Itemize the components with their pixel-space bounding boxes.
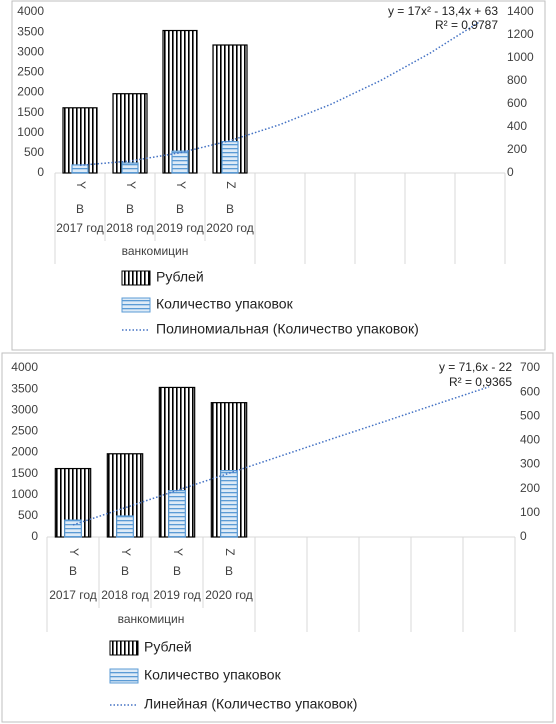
subcategory-label: B [173,564,181,578]
y2-tick-label: 200 [507,142,527,156]
y-tick-label: 3000 [17,44,44,58]
subcategory-label: B [121,564,129,578]
y-tick-label: 4000 [17,4,44,18]
y-tick-label: 3500 [11,381,38,395]
bar [116,515,134,538]
y2-tick-label: 100 [520,505,540,519]
y-tick-label: 0 [31,529,38,543]
x-tick-label: 2018 год [101,588,149,602]
y-tick-label: 1000 [17,125,44,139]
y-tick-label: 2000 [17,85,44,99]
y2-tick-label: 500 [520,408,540,422]
inner-category-label: Y [74,181,88,189]
legend-label: Линейная (Количество упаковок) [144,696,357,712]
legend-label: Рублей [144,639,192,655]
y2-tick-label: 0 [520,529,527,543]
inner-category-label: Y [174,181,188,189]
subcategory-label: B [69,564,77,578]
y-tick-label: 500 [24,145,44,159]
x-tick-label: 2019 год [153,588,201,602]
group-label: ванкомицин [118,612,185,626]
subcategory-label: B [176,202,184,216]
subcategory-label: B [226,202,234,216]
y-tick-label: 1000 [11,487,38,501]
subcategory-label: B [225,564,233,578]
x-tick-label: 2018 год [106,221,154,235]
trendline-equation: R² = 0,9365 [449,375,512,389]
y2-tick-label: 700 [520,360,540,374]
y2-tick-label: 1200 [507,27,534,41]
x-tick-label: 2017 год [56,221,104,235]
inner-category-label: Y [119,548,133,556]
trendline-equation: y = 17x² - 13,4x + 63 [388,4,498,18]
y2-tick-label: 1000 [507,50,534,64]
trendline-equation: R² = 0,9787 [435,18,498,32]
bar [62,107,98,174]
legend-swatch [121,297,151,313]
legend-label: Рублей [156,269,204,285]
y2-tick-label: 600 [507,96,527,110]
bar [220,470,238,538]
y2-tick-label: 800 [507,73,527,87]
x-tick-label: 2019 год [156,221,204,235]
y-tick-label: 2500 [17,65,44,79]
chart-frame [11,0,546,351]
y-tick-label: 1500 [17,105,44,119]
x-tick-label: 2020 год [205,588,253,602]
legend-swatch [109,640,139,656]
bar [64,519,82,538]
legend-swatch [109,668,139,684]
subcategory-label: B [76,202,84,216]
subcategory-label: B [126,202,134,216]
legend-swatch [121,270,151,286]
y2-tick-label: 1400 [507,4,534,18]
y-tick-label: 0 [37,165,44,179]
bar [112,93,148,174]
y2-tick-label: 0 [507,165,514,179]
y2-tick-label: 200 [520,481,540,495]
bar [71,164,89,174]
y2-tick-label: 400 [520,433,540,447]
trendline [72,386,490,526]
y2-tick-label: 600 [520,384,540,398]
x-tick-label: 2020 год [206,221,254,235]
y-tick-label: 3500 [17,24,44,38]
trendline-equation: y = 71,6x - 22 [439,360,512,374]
y-tick-label: 2000 [11,445,38,459]
bar [121,162,139,174]
inner-category-label: Y [67,548,81,556]
y2-tick-label: 400 [507,119,527,133]
inner-category-label: Z [224,181,238,188]
legend-label: Полиномиальная (Количество упаковок) [156,321,419,337]
y-tick-label: 1500 [11,466,38,480]
y-tick-label: 3000 [11,402,38,416]
x-tick-label: 2017 год [49,588,97,602]
trendline [79,20,481,167]
bar [171,150,189,174]
inner-category-label: Y [124,181,138,189]
inner-category-label: Z [223,548,237,555]
bar [221,141,239,174]
legend-label: Количество упаковок [144,667,282,683]
group-label: ванкомицин [122,244,189,258]
y-tick-label: 4000 [11,360,38,374]
y-tick-label: 500 [18,508,38,522]
inner-category-label: Y [171,548,185,556]
legend-label: Количество упаковок [156,296,294,312]
bar [168,490,186,538]
y-tick-label: 2500 [11,424,38,438]
y2-tick-label: 300 [520,457,540,471]
